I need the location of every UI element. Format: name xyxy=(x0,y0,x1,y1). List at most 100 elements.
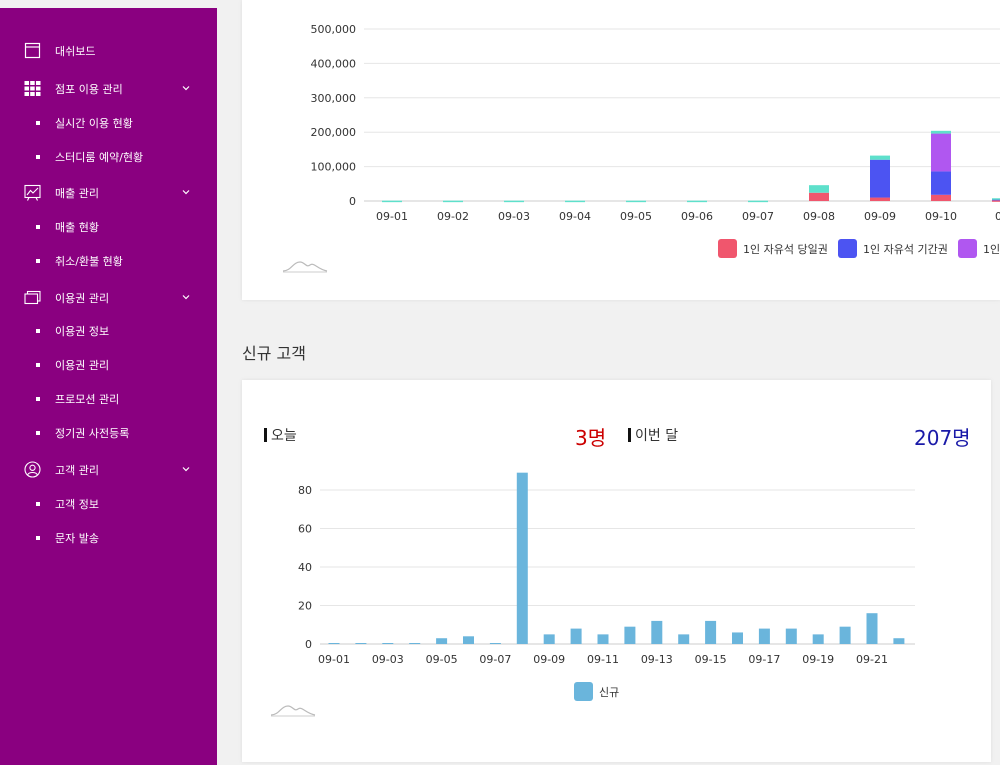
sidebar-item-label: 이용권 관리 xyxy=(55,359,110,372)
bullet-icon xyxy=(36,259,40,263)
bullet-icon xyxy=(36,121,40,125)
sidebar-subitem-ticket-info[interactable]: 이용권 정보 xyxy=(0,317,217,345)
chevron-down-icon xyxy=(182,295,190,300)
chevron-down-icon xyxy=(182,467,190,472)
bar xyxy=(328,643,340,644)
sidebar: 대쉬보드 점포 이용 관리 실시간 이용 현황 스터디룸 예약/현황 매출 관리… xyxy=(0,8,217,765)
x-tick-label: 09-15 xyxy=(695,653,727,666)
sales-chart-icon xyxy=(24,184,41,201)
bar xyxy=(812,634,824,644)
sidebar-subitem-promotion[interactable]: 프로모션 관리 xyxy=(0,385,217,413)
sidebar-subitem-customer-info[interactable]: 고객 정보 xyxy=(0,490,217,518)
sidebar-item-label: 이용권 관리 xyxy=(55,292,110,305)
bar xyxy=(597,634,609,644)
bar xyxy=(705,620,717,644)
bar xyxy=(866,613,878,644)
x-tick-label: 09-03 xyxy=(498,210,530,223)
sidebar-item-store-usage[interactable]: 점포 이용 관리 xyxy=(0,73,217,103)
section-title-new-customers: 신규 고객 xyxy=(242,344,306,363)
sales-stacked-bar-chart: 0 100,000 200,000 300,000 400,000 500,000 09-0… xyxy=(282,23,1000,273)
x-tick-label: 09-06 xyxy=(681,210,713,223)
sidebar-item-label: 매출 관리 xyxy=(55,187,99,200)
sidebar-subitem-sms[interactable]: 문자 발송 xyxy=(0,524,217,552)
bar-segment xyxy=(931,171,951,195)
label-bar-marker xyxy=(264,428,267,442)
bar xyxy=(382,643,394,644)
bar xyxy=(893,638,905,644)
sidebar-item-dashboard[interactable]: 대쉬보드 xyxy=(0,35,217,65)
x-tick-label: 09-13 xyxy=(641,653,673,666)
x-tick-label: 09-09 xyxy=(864,210,896,223)
sidebar-subitem-preregister[interactable]: 정기권 사전등록 xyxy=(0,419,217,447)
x-tick-label: 09-04 xyxy=(559,210,591,223)
new-customers-bar-chart: 0 20 40 60 80 09-01 09-03 09-05 09-07 09-09 09-11 0… xyxy=(270,472,915,717)
user-icon xyxy=(24,461,41,478)
sales-chart-card: 0 100,000 200,000 300,000 400,000 500,000 09-0… xyxy=(242,0,1000,300)
sidebar-item-customer[interactable]: 고객 관리 xyxy=(0,454,217,484)
sidebar-item-label: 대쉬보드 xyxy=(55,45,96,58)
sidebar-item-label: 문자 발송 xyxy=(55,532,99,545)
bar-segment xyxy=(504,200,524,203)
sidebar-item-ticket[interactable]: 이용권 관리 xyxy=(0,282,217,312)
stat-today-label: 오늘 xyxy=(271,428,297,444)
y-tick-label: 20 xyxy=(298,600,312,613)
x-tick-label: 09-07 xyxy=(479,653,511,666)
bar-segment xyxy=(809,185,829,193)
stat-month-label: 이번 달 xyxy=(635,428,679,444)
calendar-icon xyxy=(24,42,41,59)
bar-segment xyxy=(870,155,890,160)
sidebar-subitem-sales-status[interactable]: 매출 현황 xyxy=(0,213,217,241)
sidebar-item-label: 점포 이용 관리 xyxy=(55,83,123,96)
x-tick-label: 09-05 xyxy=(620,210,652,223)
bullet-icon xyxy=(36,225,40,229)
stat-today: 오늘 xyxy=(264,425,297,445)
sidebar-item-sales[interactable]: 매출 관리 xyxy=(0,177,217,207)
bar xyxy=(678,634,690,644)
x-tick-label: 09-02 xyxy=(437,210,469,223)
bar xyxy=(732,632,743,644)
sidebar-subitem-ticket-manage[interactable]: 이용권 관리 xyxy=(0,351,217,379)
x-tick-label: 09-08 xyxy=(803,210,835,223)
sidebar-item-label: 스터디룸 예약/현황 xyxy=(55,151,144,164)
y-tick-label: 0 xyxy=(349,195,356,208)
x-tick-label: 09-07 xyxy=(742,210,774,223)
bar-segment xyxy=(565,200,585,203)
x-tick-label: 09 xyxy=(995,210,1000,223)
sidebar-item-label: 정기권 사전등록 xyxy=(55,427,130,440)
x-tick-label: 09-19 xyxy=(802,653,834,666)
bar xyxy=(839,626,851,644)
y-tick-label: 40 xyxy=(298,561,312,574)
bullet-icon xyxy=(36,431,40,435)
bar-segment xyxy=(931,133,951,172)
bar xyxy=(463,636,474,644)
sidebar-subitem-refund-status[interactable]: 취소/환불 현황 xyxy=(0,247,217,275)
bar-segment xyxy=(870,159,890,198)
stat-month-value: 207명 xyxy=(914,426,971,450)
bar xyxy=(543,634,555,644)
legend-swatch xyxy=(838,239,857,258)
sidebar-subitem-realtime-usage[interactable]: 실시간 이용 현황 xyxy=(0,109,217,137)
y-tick-label: 100,000 xyxy=(311,161,357,174)
x-tick-label: 09-21 xyxy=(856,653,888,666)
label-bar-marker xyxy=(628,428,631,442)
x-tick-label: 09-01 xyxy=(318,653,350,666)
legend-swatch xyxy=(958,239,977,258)
bar-segment xyxy=(626,200,646,203)
bar-segment xyxy=(687,200,707,203)
chevron-down-icon xyxy=(182,190,190,195)
bullet-icon xyxy=(36,363,40,367)
y-tick-label: 500,000 xyxy=(311,23,357,36)
y-tick-label: 60 xyxy=(298,523,312,536)
bullet-icon xyxy=(36,155,40,159)
legend-swatch xyxy=(718,239,737,258)
bar xyxy=(409,643,421,644)
x-tick-label: 09-01 xyxy=(376,210,408,223)
sidebar-item-label: 프로모션 관리 xyxy=(55,393,120,406)
bar-segment xyxy=(809,192,829,201)
chevron-down-icon xyxy=(182,86,190,91)
sidebar-item-label: 매출 현황 xyxy=(55,221,99,234)
ticket-icon xyxy=(24,290,41,305)
sidebar-subitem-studyroom[interactable]: 스터디룸 예약/현황 xyxy=(0,143,217,171)
x-tick-label: 09-09 xyxy=(533,653,565,666)
bar-segment xyxy=(992,200,1000,202)
